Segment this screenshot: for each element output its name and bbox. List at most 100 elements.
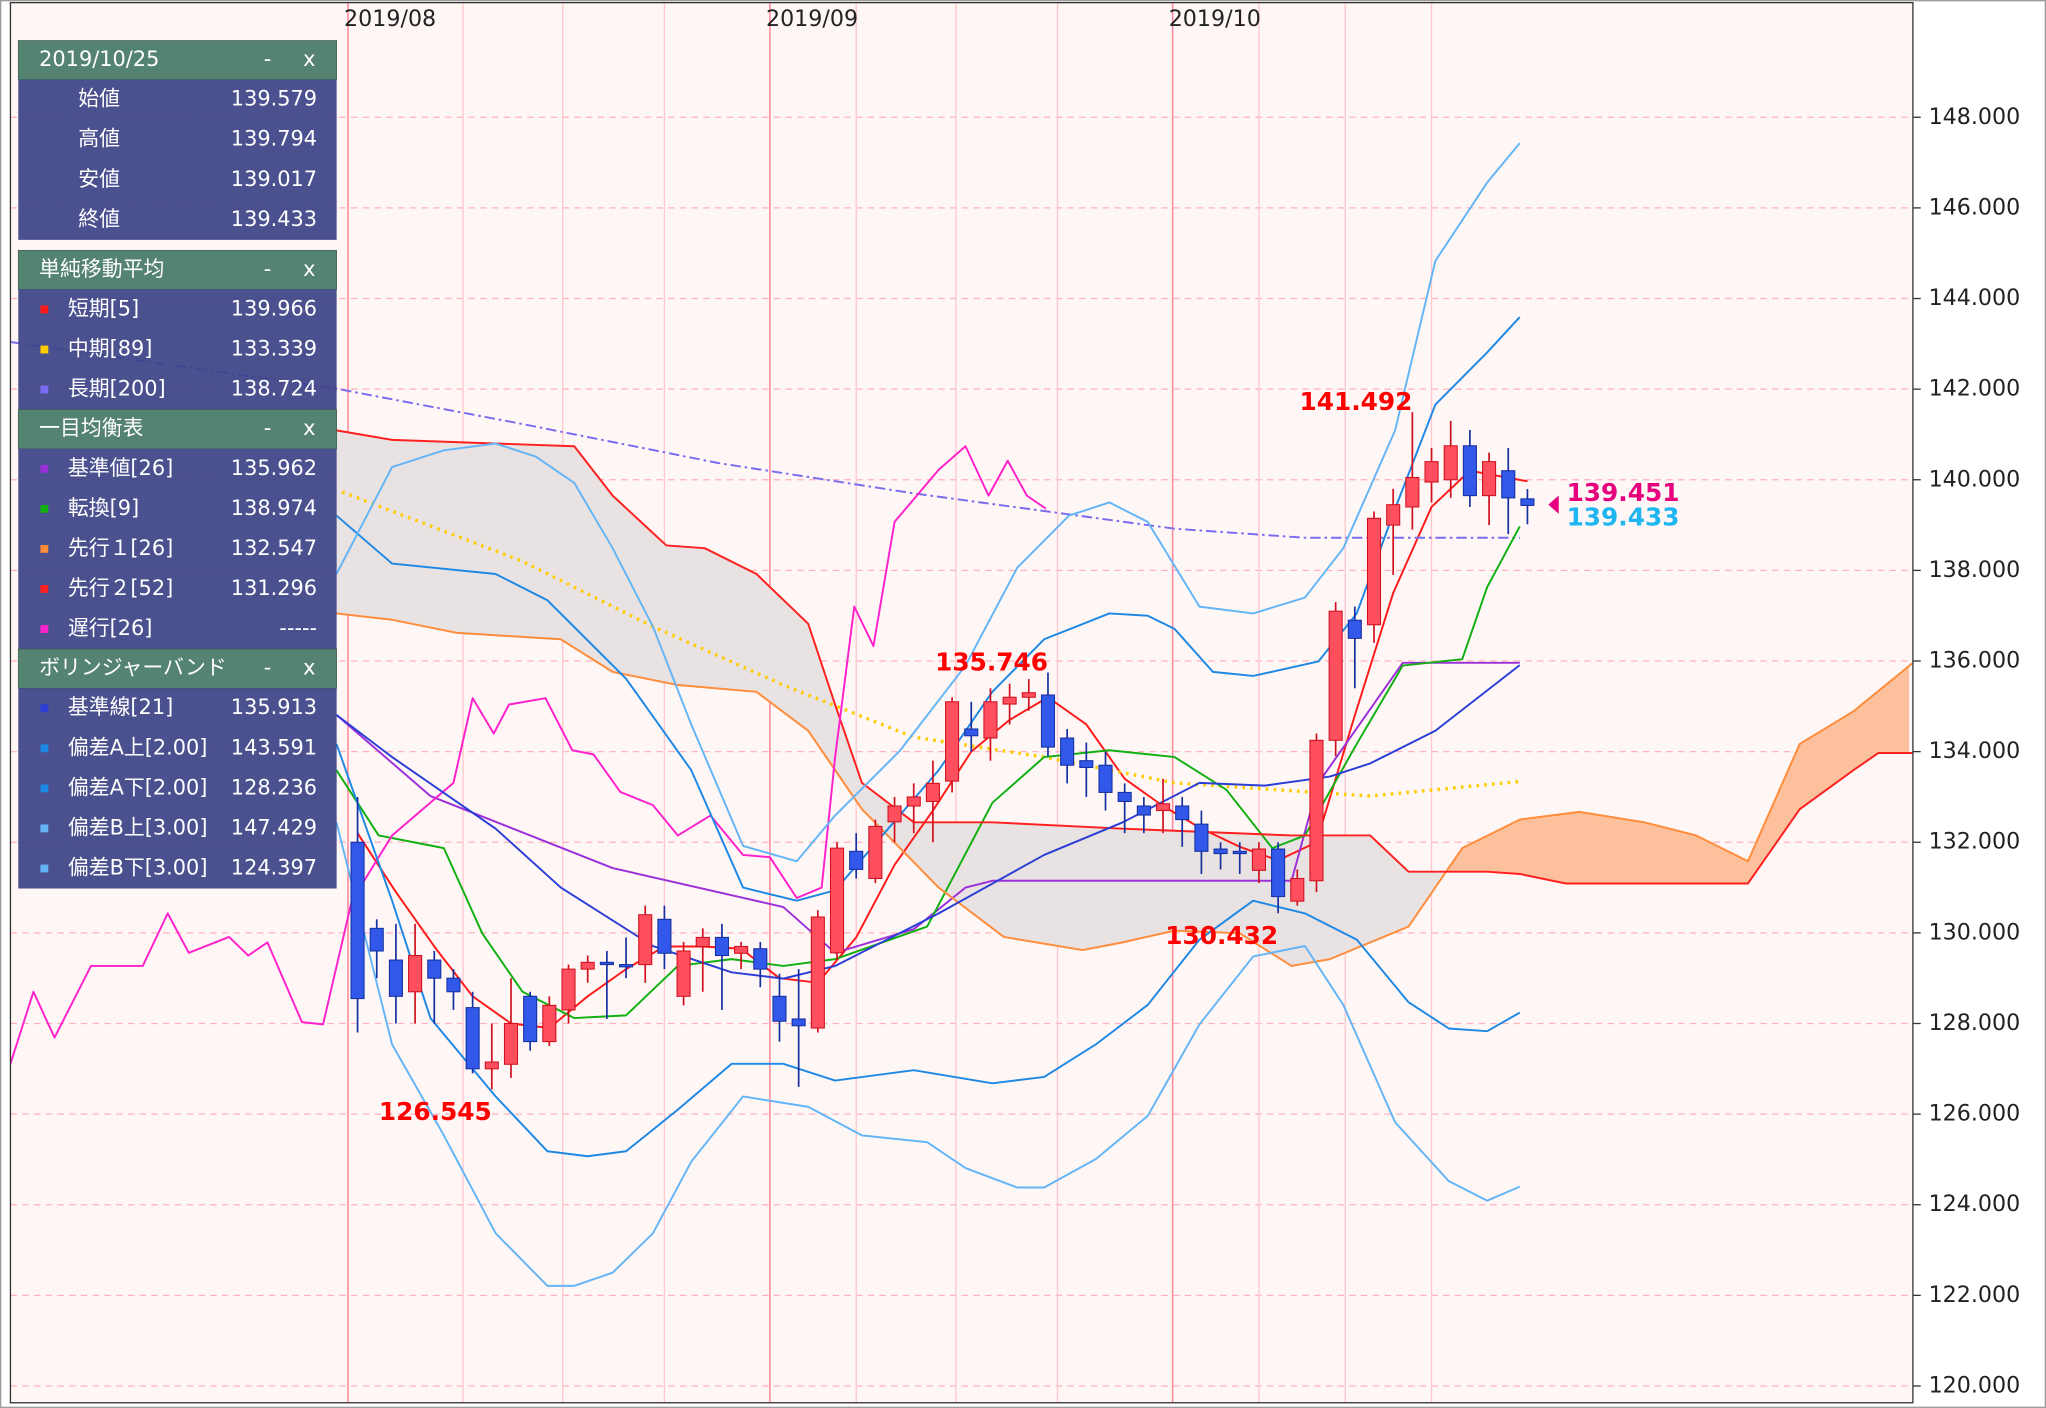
candle-body — [1155, 803, 1171, 812]
candle-body — [350, 841, 365, 1000]
price-tag: 139.433 — [1567, 503, 1680, 532]
legend-panel: 2019/10/25 - x 始値 139.579 高値 139.794 安値 139.017 終… — [17, 40, 337, 889]
candle-body — [753, 948, 768, 970]
close-button[interactable]: x — [303, 416, 315, 440]
legend-value: 138.724 — [231, 377, 317, 401]
legend-label: 遅行[26] — [68, 616, 153, 640]
minimize-button[interactable]: - — [264, 416, 272, 440]
y-tick-label: 124.000 — [1929, 1191, 2021, 1217]
legend-label: 転換[9] — [68, 496, 139, 520]
panel-title: 一目均衡表 — [39, 416, 143, 440]
candle-body — [1424, 461, 1439, 483]
indicator-line — [335, 525, 1521, 1020]
y-tick-label: 128.000 — [1929, 1010, 2021, 1036]
indicator-line — [341, 490, 1520, 798]
axes: 120.000 122.000 124.000 126.000 128.000 130.0… — [344, 6, 2020, 1398]
indicator-line — [336, 429, 1913, 885]
close-button[interactable]: x — [303, 656, 315, 680]
y-tick-label: 138.000 — [1929, 557, 2021, 583]
candle-body — [1309, 739, 1324, 882]
y-tick-label: 122.000 — [1929, 1282, 2021, 1308]
candle-body — [964, 728, 979, 737]
candle-body — [523, 995, 538, 1043]
candle-body — [1117, 791, 1132, 802]
candle-body — [1060, 737, 1075, 766]
candle-body — [465, 1007, 480, 1070]
legend-value: 133.339 — [231, 337, 317, 361]
candle-body — [1194, 823, 1209, 852]
candle-body — [1290, 877, 1305, 902]
legend-label: 基準線[21] — [68, 695, 173, 719]
candle-body — [925, 782, 940, 802]
candle-body — [1328, 610, 1343, 741]
legend-swatch — [40, 704, 49, 713]
candle-body — [1175, 805, 1190, 821]
candle-body — [542, 1004, 557, 1043]
candle-body — [1251, 848, 1266, 871]
y-tick-label: 134.000 — [1929, 738, 2021, 764]
y-tick-label: 136.000 — [1929, 648, 2021, 674]
legend-swatch — [40, 545, 49, 553]
legend-label: 偏差B下[3.00] — [68, 855, 208, 879]
candle-body — [1213, 848, 1228, 855]
close-button[interactable]: x — [303, 47, 315, 71]
legend-swatch — [40, 744, 49, 753]
price-marker — [1548, 495, 1559, 514]
candle-body — [1347, 619, 1362, 639]
panel-header — [17, 409, 337, 450]
minimize-button[interactable]: - — [264, 47, 272, 71]
candle-body — [446, 977, 461, 993]
panel-value: 139.017 — [231, 167, 317, 191]
legend-label: 中期[89] — [68, 337, 153, 361]
indicator-line — [335, 822, 1521, 1287]
candle-body — [1098, 764, 1113, 793]
panel-title: ボリンジャーバンド — [39, 656, 227, 680]
close-button[interactable]: x — [303, 257, 315, 281]
legend-value: 139.966 — [231, 296, 317, 320]
candle-body — [580, 961, 595, 970]
panel-header — [17, 249, 337, 290]
candle-body — [829, 847, 845, 954]
candle-body — [1271, 848, 1286, 898]
candle-body — [945, 701, 960, 782]
legend-value: 135.962 — [231, 456, 317, 480]
legend-swatch — [40, 625, 49, 633]
legend-value: 135.913 — [231, 695, 317, 719]
indicator-line — [335, 661, 1520, 954]
minimize-button[interactable]: - — [264, 257, 272, 281]
candle-body — [983, 701, 998, 739]
y-tick-label: 146.000 — [1929, 194, 2021, 220]
cloud — [336, 430, 1449, 966]
candle-body — [1021, 692, 1036, 698]
panel-title: 単純移動平均 — [39, 257, 164, 281]
legend-value: 132.547 — [231, 536, 317, 560]
panel-header — [17, 40, 337, 80]
minimize-button[interactable]: - — [264, 656, 272, 680]
panel-body — [18, 448, 337, 650]
candle-body — [599, 961, 614, 966]
legend-value: ----- — [279, 616, 317, 640]
candle-body — [561, 968, 576, 1011]
y-tick-label: 144.000 — [1929, 285, 2021, 311]
panel-title: 2019/10/25 — [39, 47, 159, 71]
candle-body — [1462, 445, 1477, 497]
indicator-line — [10, 445, 1047, 1065]
legend-label: 基準値[26] — [68, 456, 173, 480]
legend-swatch — [40, 864, 49, 873]
candle-body — [427, 959, 442, 979]
candle-body — [388, 959, 403, 997]
panel-body — [18, 79, 337, 240]
candle-body — [638, 914, 653, 966]
y-tick-label: 130.000 — [1929, 919, 2021, 945]
indicator-line — [336, 612, 1913, 967]
candle-body — [1232, 850, 1247, 855]
y-tick-label: 126.000 — [1929, 1101, 2021, 1127]
legend-swatch — [40, 305, 49, 314]
candle-body — [1501, 470, 1516, 499]
y-tick-label: 142.000 — [1929, 376, 2021, 402]
y-tick-label: 120.000 — [1929, 1372, 2021, 1398]
legend-swatch — [40, 345, 49, 354]
legend-label: 偏差A上[2.00] — [68, 735, 208, 759]
panel-value: 139.579 — [231, 87, 317, 111]
